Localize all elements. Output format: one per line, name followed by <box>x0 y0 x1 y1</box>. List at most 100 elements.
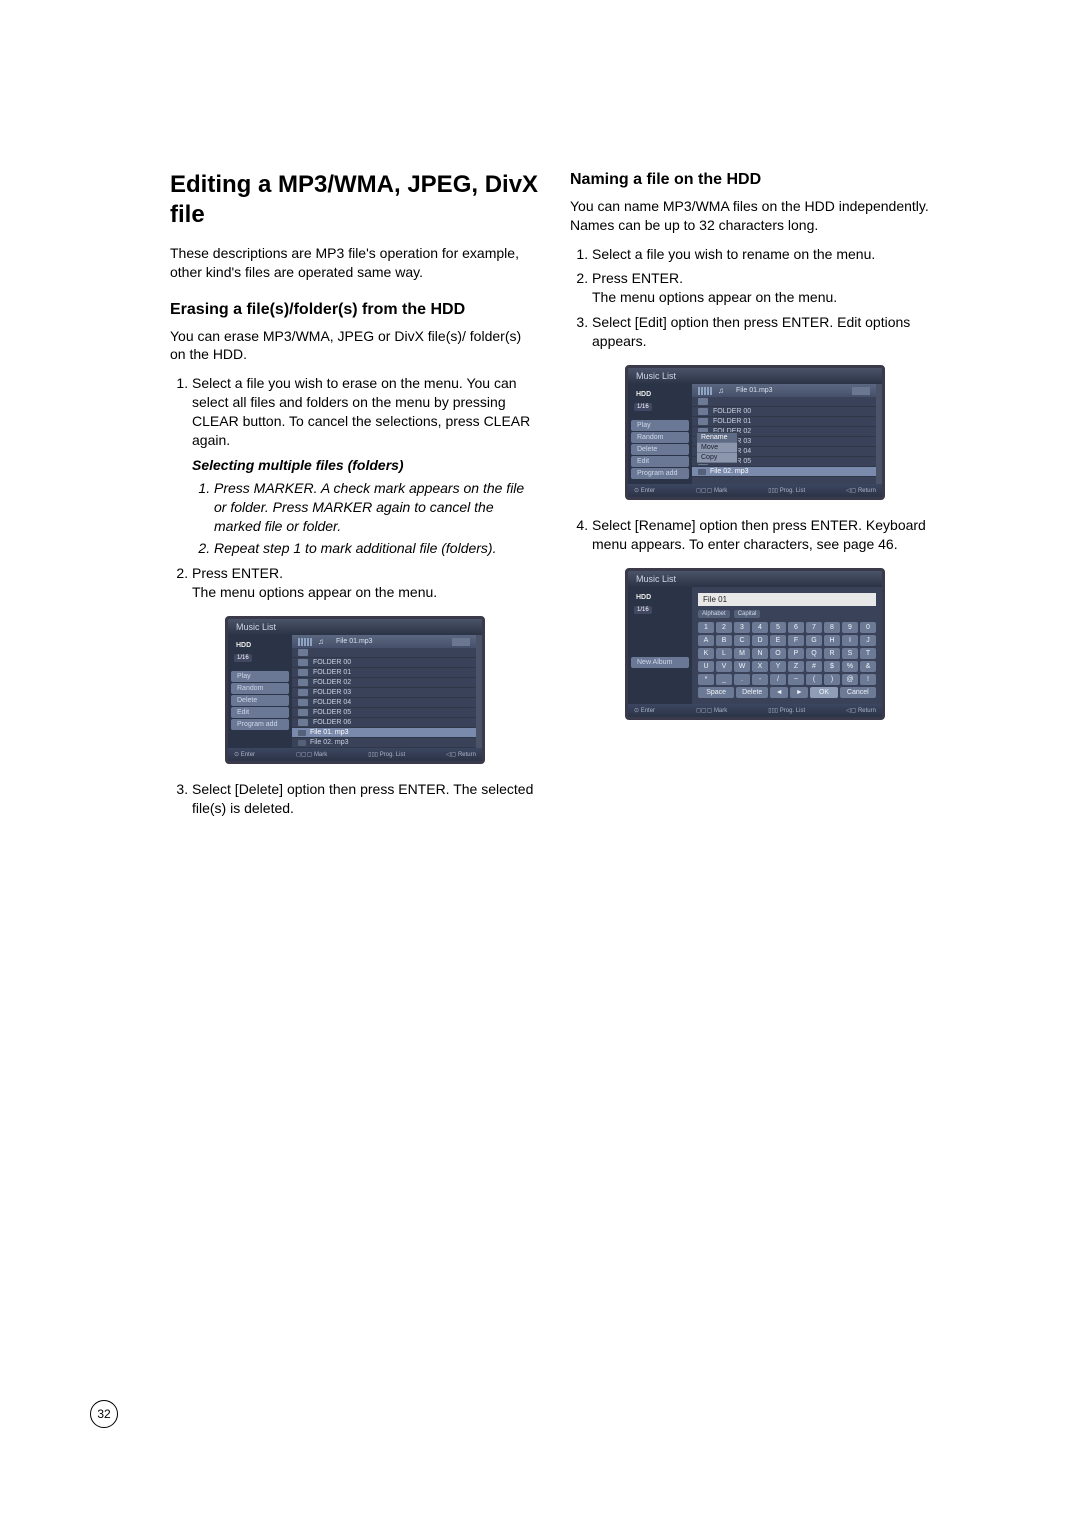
music-list-footer: ⊙ Enter ◻▢▢ Mark ▯▯▯ Prog. List ◁▢ Retur… <box>628 484 882 497</box>
folder-row: FOLDER 01 <box>692 417 876 427</box>
kb-key: & <box>860 661 876 672</box>
popup-rename: Rename <box>697 433 737 443</box>
music-list-sidebar: HDD 1/16 Play Random Delete Edit Program… <box>628 384 692 484</box>
erasing-heading: Erasing a file(s)/folder(s) from the HDD <box>170 300 540 321</box>
kb-delete: Delete <box>736 687 768 698</box>
kb-key: 4 <box>752 622 768 633</box>
kb-key: Z <box>788 661 804 672</box>
erase-step-2: Press ENTER. The menu options appear on … <box>192 564 540 602</box>
music-icon <box>698 469 706 475</box>
erase-step-1: Select a file you wish to erase on the m… <box>192 374 540 558</box>
naming-body: You can name MP3/WMA files on the HDD in… <box>570 197 940 235</box>
up-row <box>692 397 876 407</box>
substep-2: Repeat step 1 to mark additional file (f… <box>214 539 540 558</box>
kb-key: H <box>824 635 840 646</box>
hdd-label: HDD <box>228 639 292 652</box>
footer-enter: ⊙ Enter <box>634 487 655 494</box>
kb-space: Space <box>698 687 734 698</box>
music-list-topbar: ♫ File 01.mp3 <box>692 384 876 397</box>
kb-key: 5 <box>770 622 786 633</box>
side-program-add: Program add <box>231 719 289 730</box>
right-column: Naming a file on the HDD You can name MP… <box>570 170 940 824</box>
kb-key: S <box>842 648 858 659</box>
kb-ok: OK <box>810 687 837 698</box>
kb-key: C <box>734 635 750 646</box>
kb-left: ◄ <box>770 687 788 698</box>
footer-prog: ▯▯▯ Prog. List <box>368 751 405 758</box>
header-icon <box>852 387 870 395</box>
main-heading: Editing a MP3/WMA, JPEG, DivX file <box>170 170 540 230</box>
keyboard-input: File 01 <box>698 593 876 606</box>
popup-copy: Copy <box>697 453 737 463</box>
music-list-main: ♫ File 01.mp3 FOLDER 00 FOLDER 01 FOLDER… <box>292 635 476 748</box>
current-file: File 01.mp3 <box>736 387 773 394</box>
naming-heading: Naming a file on the HDD <box>570 170 940 191</box>
folder-icon <box>298 689 308 696</box>
kb-key: 3 <box>734 622 750 633</box>
kb-key: E <box>770 635 786 646</box>
current-file: File 01.mp3 <box>336 638 373 645</box>
folder-row: FOLDER 00 <box>292 658 476 668</box>
music-list-keyboard: Music List HDD 1/16 New Album File 01 Al… <box>625 568 885 720</box>
folder-row: FOLDER 01 <box>292 668 476 678</box>
page-number: 32 <box>90 1400 118 1428</box>
side-new-album: New Album <box>631 657 689 668</box>
up-row <box>292 648 476 658</box>
left-column: Editing a MP3/WMA, JPEG, DivX file These… <box>170 170 540 824</box>
figure-keyboard: Music List HDD 1/16 New Album File 01 Al… <box>625 568 885 720</box>
folder-icon <box>298 699 308 706</box>
file-row: File 02. mp3 <box>292 738 476 748</box>
count-badge: 1/16 <box>634 403 652 411</box>
hdd-label: HDD <box>628 388 692 401</box>
erase-step-3: Select [Delete] option then press ENTER.… <box>192 780 540 818</box>
note-icon: ♫ <box>318 637 324 646</box>
folder-icon <box>298 669 308 676</box>
side-random: Random <box>231 683 289 694</box>
kb-key: 6 <box>788 622 804 633</box>
kb-mode-capital: Capital <box>734 610 761 618</box>
side-random: Random <box>631 432 689 443</box>
naming-step-2: Press ENTER. The menu options appear on … <box>592 269 940 307</box>
music-list-title: Music List <box>228 619 482 635</box>
figure-rename-menu: Music List HDD 1/16 Play Random Delete E… <box>625 365 885 500</box>
music-list-main: ♫ File 01.mp3 FOLDER 00 FOLDER 01 FOLDER… <box>692 384 876 484</box>
kb-key: 1 <box>698 622 714 633</box>
side-edit: Edit <box>231 707 289 718</box>
side-delete: Delete <box>631 444 689 455</box>
up-folder-icon <box>698 398 708 405</box>
eq-bars-icon <box>698 387 712 395</box>
keyboard-bottom-row: Space Delete ◄ ► OK Cancel <box>698 687 876 698</box>
folder-icon <box>298 659 308 666</box>
folder-row: FOLDER 05 <box>292 708 476 718</box>
keyboard-grid: 1234567890ABCDEFGHIJKLMNOPQRSTUVWXYZ#$%&… <box>698 622 876 685</box>
kb-key: 2 <box>716 622 732 633</box>
naming-step-3: Select [Edit] option then press ENTER. E… <box>592 313 940 351</box>
up-folder-icon <box>298 649 308 656</box>
folder-icon <box>298 679 308 686</box>
music-list-title: Music List <box>628 571 882 587</box>
naming-step-1: Select a file you wish to rename on the … <box>592 245 940 264</box>
kb-key: K <box>698 648 714 659</box>
kb-key: ! <box>860 674 876 685</box>
kb-key: % <box>842 661 858 672</box>
naming-step-4: Select [Rename] option then press ENTER.… <box>592 516 940 554</box>
kb-cancel: Cancel <box>840 687 876 698</box>
kb-key: _ <box>716 674 732 685</box>
music-list-footer: ⊙ Enter ◻▢▢ Mark ▯▯▯ Prog. List ◁▢ Retur… <box>228 748 482 761</box>
kb-key: Y <box>770 661 786 672</box>
music-list-sidebar: HDD 1/16 New Album <box>628 587 692 704</box>
music-list-topbar: ♫ File 01.mp3 <box>292 635 476 648</box>
scrollbar <box>476 635 482 748</box>
popup-move: Move <box>697 443 737 453</box>
kb-key: U <box>698 661 714 672</box>
kb-key: R <box>824 648 840 659</box>
kb-key: . <box>734 674 750 685</box>
kb-key: B <box>716 635 732 646</box>
erase-step-1-text: Select a file you wish to erase on the m… <box>192 375 530 448</box>
footer-return: ◁▢ Return <box>846 707 876 714</box>
kb-key: # <box>806 661 822 672</box>
footer-return: ◁▢ Return <box>446 751 476 758</box>
folder-row: FOLDER 03 <box>292 688 476 698</box>
folder-row: FOLDER 00 <box>692 407 876 417</box>
page-content: Editing a MP3/WMA, JPEG, DivX file These… <box>170 170 940 824</box>
